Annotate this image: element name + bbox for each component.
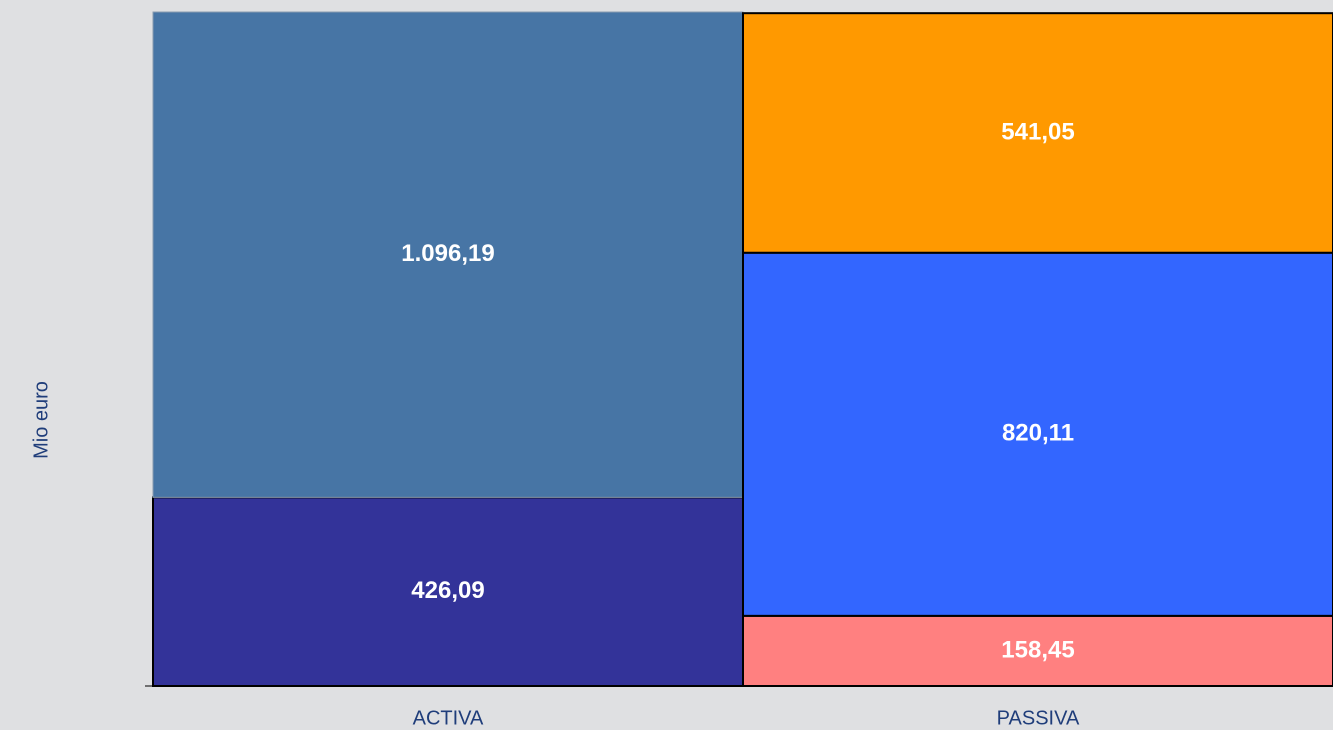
- x-tick-label: PASSIVA: [997, 707, 1080, 729]
- value-label: 158,45: [1001, 636, 1074, 663]
- bar-segment: [152, 496, 744, 687]
- bar-segment: [742, 12, 1333, 254]
- value-label: 541,05: [1001, 118, 1074, 145]
- value-label: 426,09: [411, 577, 484, 604]
- bar-segment: [742, 614, 1333, 687]
- x-tick-label: ACTIVA: [413, 707, 484, 729]
- bar-segment: [152, 11, 744, 498]
- value-label: 820,11: [1002, 420, 1074, 447]
- value-label: 1.096,19: [401, 240, 494, 267]
- y-axis-label: Mio euro: [30, 381, 52, 459]
- bar-segment: [742, 251, 1333, 617]
